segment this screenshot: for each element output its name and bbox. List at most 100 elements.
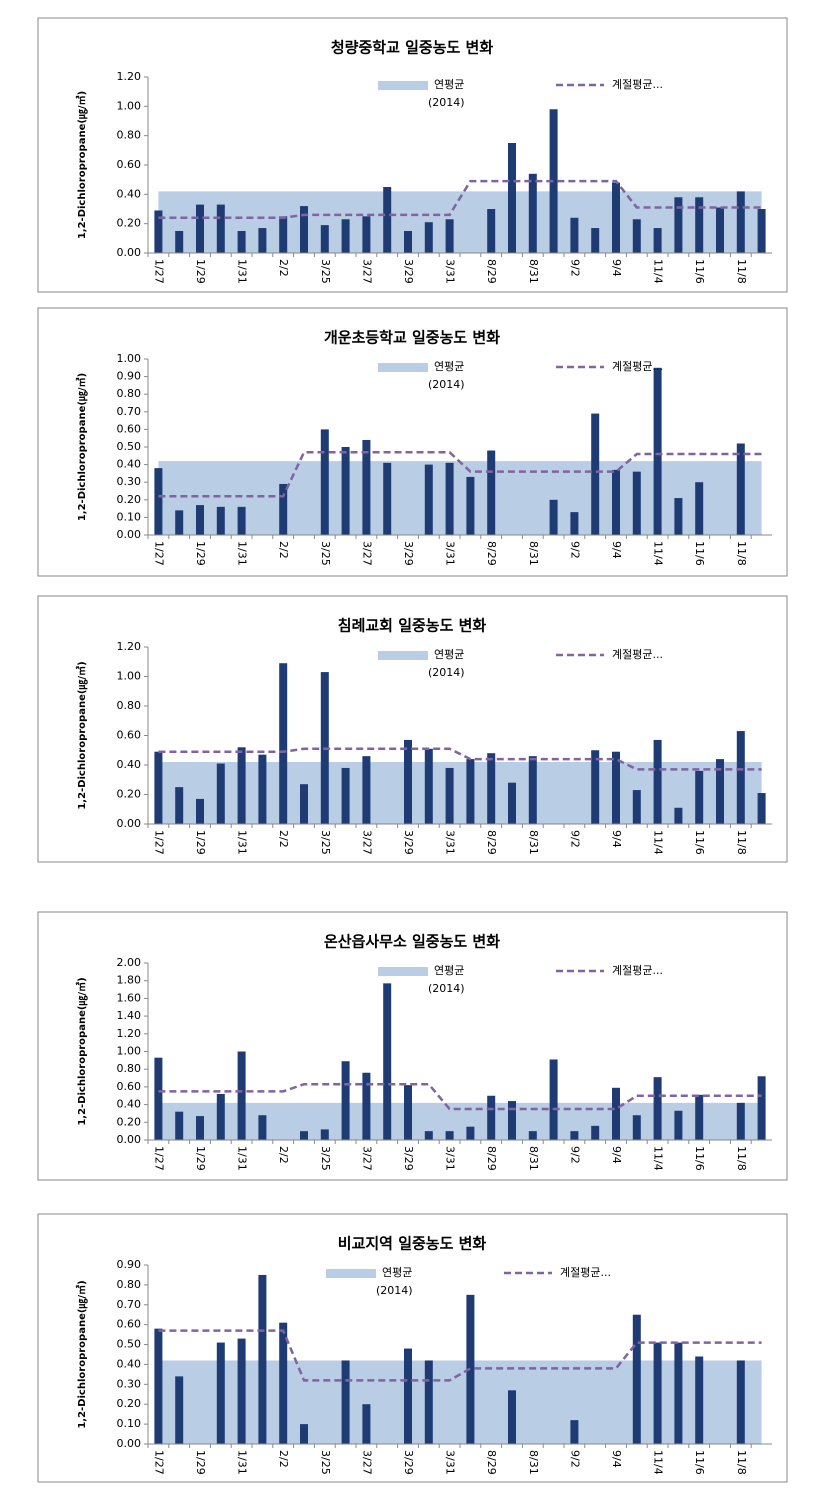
bar <box>612 751 620 824</box>
x-tick-label: 1/31 <box>236 259 249 284</box>
x-tick-label: 3/27 <box>360 830 373 855</box>
bar <box>279 483 288 535</box>
bar <box>237 231 246 253</box>
x-tick-label: 1/29 <box>194 1450 207 1475</box>
legend-swatch <box>378 967 428 976</box>
bar <box>487 1095 496 1140</box>
bar <box>362 439 371 535</box>
y-tick-label: 1.20 <box>117 1027 142 1040</box>
chart-title: 비교지역 일중농도 변화 <box>338 1235 487 1253</box>
x-tick-label: 3/31 <box>444 830 457 855</box>
bar <box>404 739 412 824</box>
x-tick-label: 3/31 <box>444 259 457 284</box>
bar <box>154 1328 163 1444</box>
y-tick-label: 0.60 <box>117 1080 142 1093</box>
bar <box>674 807 683 824</box>
x-tick-label: 9/2 <box>568 1146 581 1164</box>
legend-label: 계절평균... <box>612 78 663 91</box>
x-tick-label: 9/4 <box>610 259 623 277</box>
y-tick-label: 0.40 <box>117 758 142 771</box>
bar <box>175 231 184 253</box>
bar <box>653 1342 662 1444</box>
bar <box>424 1360 433 1444</box>
x-tick-label: 8/31 <box>527 541 540 566</box>
bar <box>508 143 516 253</box>
x-tick-label: 11/8 <box>735 1146 748 1171</box>
y-tick-label: 1.60 <box>117 991 142 1004</box>
bar <box>591 750 600 824</box>
bar <box>175 1111 184 1140</box>
x-tick-label: 3/25 <box>319 1450 332 1475</box>
bar <box>757 209 766 253</box>
chart: 온산읍사무소 일중농도 변화 1,2-Dichloropropane(㎍/㎥) 0.… <box>37 911 788 1181</box>
bar <box>258 228 267 253</box>
bar <box>196 798 204 824</box>
x-tick-label: 1/29 <box>194 541 207 566</box>
bar <box>549 1059 558 1140</box>
legend-label: 연평균 (2014) <box>428 964 465 995</box>
x-tick-label: 3/25 <box>319 541 332 566</box>
bar <box>736 443 745 535</box>
x-tick-label: 3/25 <box>319 1146 332 1171</box>
x-tick-label: 3/27 <box>360 259 373 284</box>
y-tick-label: 0.00 <box>117 1133 142 1146</box>
bar <box>466 476 475 535</box>
legend-swatch <box>378 363 428 372</box>
y-tick-label: 0.70 <box>117 1298 142 1311</box>
bar <box>632 219 641 253</box>
bar <box>362 1072 371 1140</box>
legend-label: 연평균 (2014) <box>428 78 465 109</box>
y-tick-label: 0.00 <box>117 246 142 259</box>
bar <box>237 1051 246 1140</box>
bar <box>445 1131 454 1140</box>
x-tick-label: 2/2 <box>277 1146 290 1164</box>
x-tick-label: 3/25 <box>319 830 332 855</box>
bar <box>216 1342 225 1444</box>
annual-mean-area <box>158 461 762 535</box>
legend-swatch <box>378 651 428 660</box>
x-tick-label: 11/4 <box>652 1146 665 1171</box>
bar <box>341 219 350 253</box>
x-tick-label: 3/29 <box>402 1146 415 1171</box>
chart-title: 청량중학교 일중농도 변화 <box>331 39 493 57</box>
bar <box>362 756 371 824</box>
chart-title: 온산읍사무소 일중농도 변화 <box>324 933 500 951</box>
bar <box>216 204 225 253</box>
chart-frame <box>37 307 788 577</box>
x-tick-label: 1/27 <box>152 259 165 284</box>
bar <box>757 793 766 824</box>
bar <box>424 464 433 535</box>
bar <box>445 767 454 824</box>
x-tick-label: 11/4 <box>652 1450 665 1475</box>
bar <box>383 187 392 253</box>
bar <box>757 1076 766 1140</box>
bar <box>341 1061 350 1140</box>
bar <box>320 1129 329 1140</box>
x-tick-label: 3/31 <box>444 1146 457 1171</box>
bar <box>487 450 496 535</box>
y-axis-label: 1,2-Dichloropropane(㎍/㎥) <box>75 373 88 521</box>
y-tick-label: 0.50 <box>117 1338 142 1351</box>
bar <box>300 784 308 824</box>
x-tick-label: 3/25 <box>319 259 332 284</box>
bar <box>549 499 558 535</box>
bar <box>570 217 579 253</box>
y-tick-label: 1.00 <box>117 99 142 112</box>
legend-label: 연평균 (2014) <box>376 1266 413 1297</box>
bar <box>632 1314 641 1444</box>
x-tick-label: 3/27 <box>360 541 373 566</box>
y-axis-label: 1,2-Dichloropropane(㎍/㎥) <box>75 977 88 1125</box>
bar <box>508 1101 516 1140</box>
chart: 비교지역 일중농도 변화 1,2-Dichloropropane(㎍/㎥) 0.00… <box>37 1213 788 1483</box>
bar <box>445 462 454 535</box>
y-tick-label: 1.40 <box>117 1009 142 1022</box>
y-tick-label: 0.80 <box>117 129 142 142</box>
x-tick-label: 3/29 <box>402 1450 415 1475</box>
annual-mean-area <box>158 1360 762 1444</box>
x-tick-label: 11/6 <box>693 830 706 855</box>
bar <box>279 663 288 824</box>
bar <box>674 197 683 253</box>
legend-label: 연평균 (2014) <box>428 648 465 679</box>
x-tick-label: 8/29 <box>485 1450 498 1475</box>
